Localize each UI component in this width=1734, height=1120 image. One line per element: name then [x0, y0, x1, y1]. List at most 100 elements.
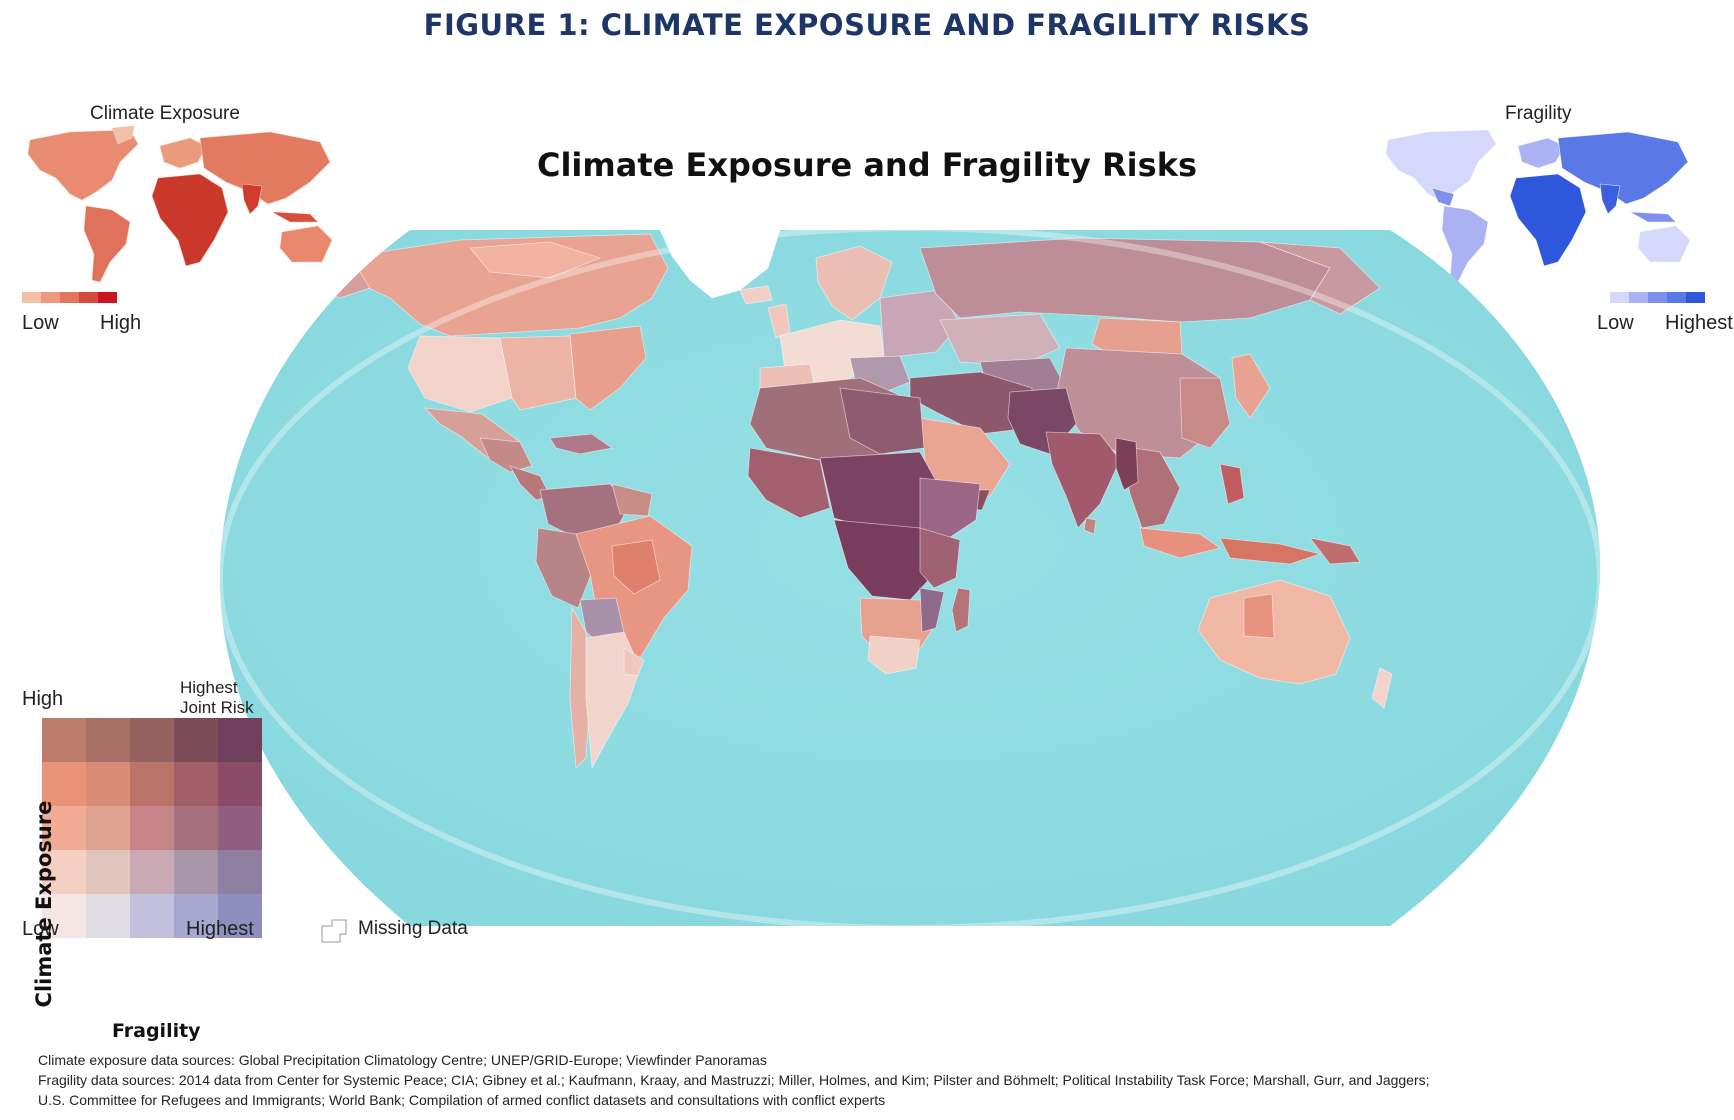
climate-legend-high: High: [100, 312, 142, 334]
bivariate-cell: [174, 718, 218, 762]
inset-south-america: [1441, 205, 1489, 283]
climate-exposure-inset-map: [27, 125, 333, 283]
usa-east: [569, 325, 647, 411]
india: [1045, 431, 1121, 529]
bivariate-x-axis-label: Fragility: [112, 1020, 201, 1042]
bivariate-cell: [130, 806, 174, 850]
horn-of-africa: [919, 477, 981, 545]
climate-swatch-3: [60, 292, 79, 303]
eastern-europe: [879, 289, 961, 359]
australia-interior: [1243, 593, 1275, 639]
climate-swatch-5: [98, 292, 117, 303]
iceland: [739, 285, 773, 305]
usa-central: [499, 335, 577, 411]
canada-north: [469, 241, 602, 279]
scandinavia: [815, 245, 893, 321]
climate-swatch-4: [79, 292, 98, 303]
inset-africa: [1509, 173, 1587, 267]
philippines: [1219, 463, 1245, 505]
bivariate-cell: [42, 718, 86, 762]
fragility-inset-title: Fragility: [1505, 103, 1572, 124]
kazakhstan: [939, 313, 1061, 367]
inset-europe: [159, 137, 207, 169]
climate-swatch-1: [22, 292, 41, 303]
bivariate-joint-risk-label: Highest Joint Risk: [180, 678, 254, 717]
map-title: Climate Exposure and Fragility Risks: [536, 146, 1198, 184]
fragility-swatch-3: [1648, 292, 1667, 303]
caribbean: [549, 433, 614, 455]
bivariate-cell: [130, 850, 174, 894]
fragility-swatch-5: [1686, 292, 1705, 303]
indonesia-west: [1139, 527, 1221, 559]
fragility-color-ramp: [1610, 292, 1705, 303]
inset-india: [241, 183, 263, 215]
inset-greenland: [111, 125, 135, 145]
inset-indonesia: [1629, 211, 1677, 223]
alaska: [278, 255, 371, 299]
inset-central-america: [1431, 187, 1455, 207]
bivariate-cell: [174, 894, 218, 938]
bivariate-cell: [174, 850, 218, 894]
korea-japan: [1231, 353, 1271, 419]
bivariate-cell: [174, 762, 218, 806]
missing-data-label: Missing Data: [358, 918, 468, 939]
fragility-legend-high: Highest: [1665, 312, 1733, 334]
mexico-south: [479, 437, 533, 473]
uruguay: [623, 647, 645, 677]
inset-asia: [199, 131, 331, 205]
inset-asia: [1557, 131, 1689, 205]
bivariate-cell: [218, 718, 262, 762]
bivariate-cell: [86, 806, 130, 850]
climate-inset-title: Climate Exposure: [90, 103, 240, 124]
climate-color-ramp: [22, 292, 117, 303]
inset-north-america: [1385, 129, 1497, 201]
fragility-sources-line1: Fragility data sources: 2014 data from C…: [38, 1072, 1430, 1088]
bivariate-cell: [86, 762, 130, 806]
brazil-interior: [611, 539, 661, 595]
bivariate-cell: [218, 850, 262, 894]
bivariate-cell: [42, 850, 86, 894]
fragility-legend-low: Low: [1597, 312, 1634, 334]
bivariate-cell: [218, 806, 262, 850]
china-east: [1179, 377, 1231, 449]
bivariate-cell: [42, 894, 86, 938]
fragility-swatch-2: [1629, 292, 1648, 303]
climate-legend-low: Low: [22, 312, 59, 334]
bivariate-x-high-label: Highest: [186, 918, 254, 940]
bivariate-cell: [130, 894, 174, 938]
bivariate-cell: [86, 894, 130, 938]
mozambique: [919, 587, 945, 633]
east-africa: [919, 527, 961, 589]
bivariate-cell: [42, 806, 86, 850]
inset-india: [1599, 183, 1621, 215]
fragility-sources-line2: U.S. Committee for Refugees and Immigran…: [38, 1092, 886, 1108]
russia-far-east: [1259, 241, 1381, 315]
bivariate-cell: [86, 850, 130, 894]
inset-europe: [1517, 137, 1565, 169]
russia: [919, 237, 1331, 323]
fragility-swatch-4: [1667, 292, 1686, 303]
bivariate-cell: [174, 806, 218, 850]
bivariate-y-axis-label: Climate Exposure: [32, 800, 56, 1008]
fragility-inset-map: [1385, 129, 1691, 283]
greenland: [659, 230, 781, 299]
climate-sources: Climate exposure data sources: Global Pr…: [38, 1052, 767, 1068]
egypt-libya: [839, 387, 925, 455]
bivariate-cell: [86, 718, 130, 762]
world-map: [220, 230, 1600, 926]
bivariate-cell: [42, 762, 86, 806]
inset-south-america: [83, 205, 131, 283]
new-zealand: [1371, 667, 1393, 709]
inset-indonesia: [271, 211, 319, 223]
bivariate-x-low-label: Low: [22, 918, 59, 940]
uk: [767, 303, 791, 339]
climate-swatch-2: [41, 292, 60, 303]
chile: [569, 606, 591, 769]
inset-australia: [1637, 225, 1691, 263]
myanmar: [1115, 437, 1139, 491]
papua-new-guinea: [1309, 537, 1361, 565]
bivariate-cell: [218, 894, 262, 938]
bivariate-legend-grid: [42, 718, 262, 938]
madagascar: [951, 587, 971, 633]
guianas: [611, 483, 653, 517]
